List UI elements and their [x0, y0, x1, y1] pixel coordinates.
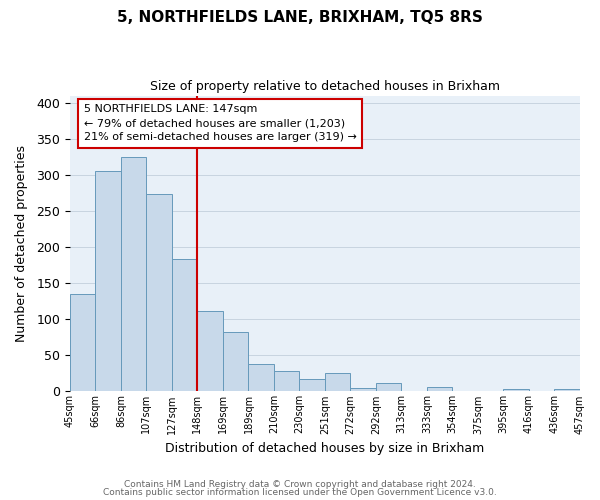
Bar — [121, 157, 146, 392]
Text: 5 NORTHFIELDS LANE: 147sqm
← 79% of detached houses are smaller (1,203)
21% of s: 5 NORTHFIELDS LANE: 147sqm ← 79% of deta… — [84, 104, 357, 142]
Bar — [452, 390, 478, 392]
Bar — [248, 364, 274, 392]
Title: Size of property relative to detached houses in Brixham: Size of property relative to detached ho… — [150, 80, 500, 93]
Bar — [146, 194, 172, 392]
Y-axis label: Number of detached properties: Number of detached properties — [15, 145, 28, 342]
Bar — [350, 388, 376, 392]
Bar — [325, 374, 350, 392]
Bar — [274, 371, 299, 392]
Bar — [503, 389, 529, 392]
X-axis label: Distribution of detached houses by size in Brixham: Distribution of detached houses by size … — [166, 442, 485, 455]
Text: 5, NORTHFIELDS LANE, BRIXHAM, TQ5 8RS: 5, NORTHFIELDS LANE, BRIXHAM, TQ5 8RS — [117, 10, 483, 25]
Bar — [554, 388, 580, 392]
Bar — [223, 332, 248, 392]
Bar — [172, 260, 197, 392]
Text: Contains HM Land Registry data © Crown copyright and database right 2024.: Contains HM Land Registry data © Crown c… — [124, 480, 476, 489]
Bar — [95, 172, 121, 392]
Bar — [70, 294, 95, 392]
Text: Contains public sector information licensed under the Open Government Licence v3: Contains public sector information licen… — [103, 488, 497, 497]
Bar — [299, 379, 325, 392]
Bar — [427, 387, 452, 392]
Bar — [197, 310, 223, 392]
Bar — [376, 384, 401, 392]
